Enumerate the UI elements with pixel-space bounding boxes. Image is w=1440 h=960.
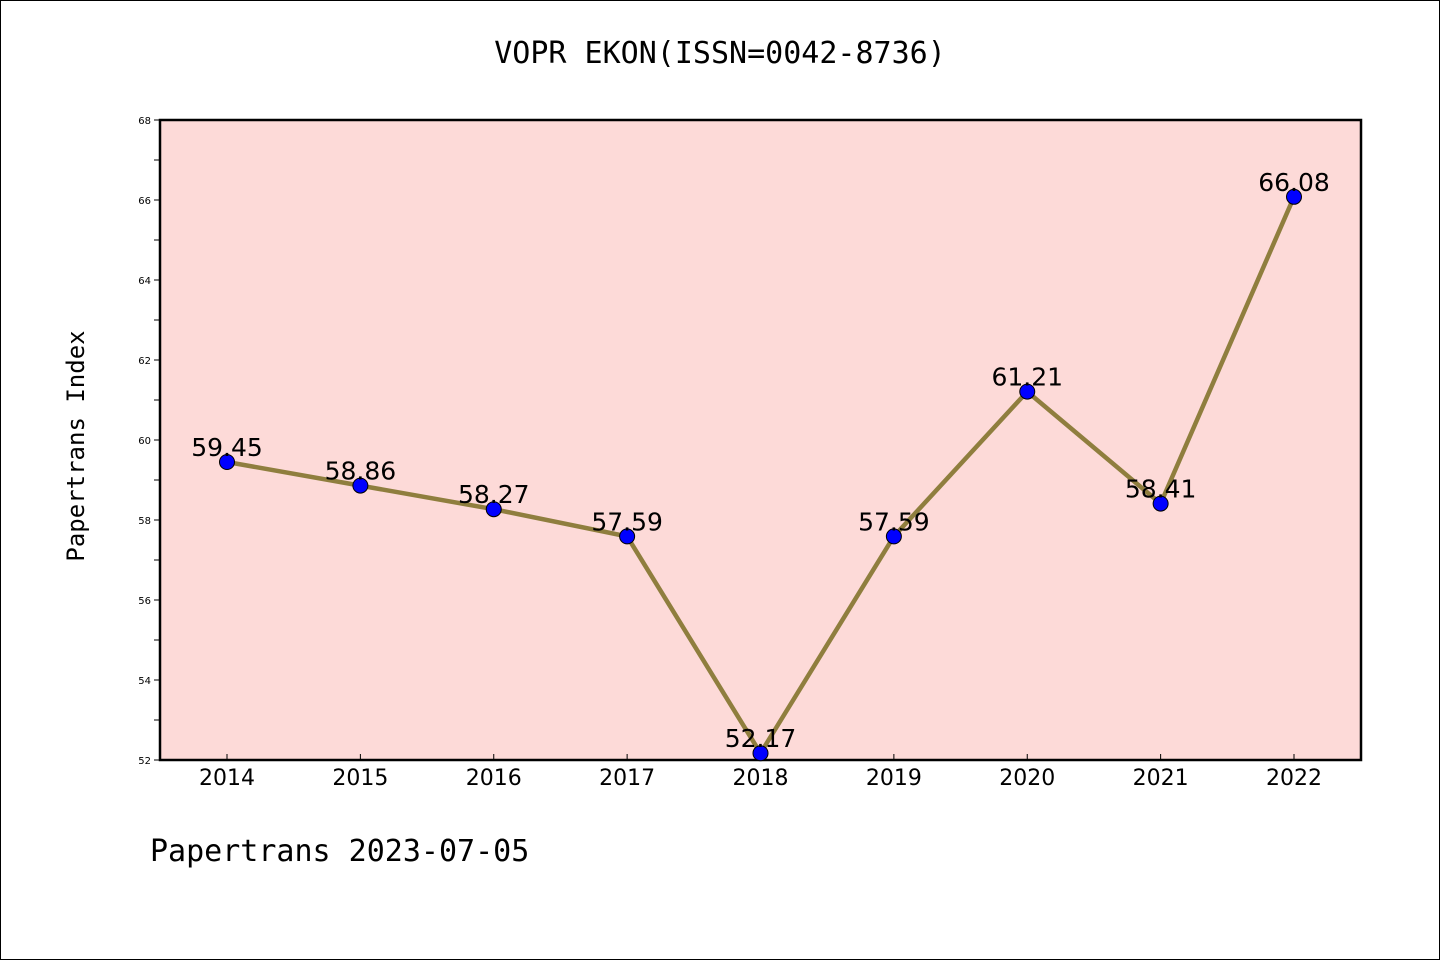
data-label: 58.86 [325,457,397,486]
y-tick-label: 68 [138,116,151,127]
data-labels: 59.45 58.86 58.27 57.59 52.17 57.59 61.21 58.41… [191,168,1330,753]
x-tick-label: 2014 [199,766,255,791]
x-tick-label: 2019 [866,766,922,791]
data-point [1019,383,1036,400]
data-label: 57.59 [858,507,930,536]
y-tick-label: 54 [138,676,151,687]
x-tick-label: 2015 [332,766,388,791]
y-tick-label: 62 [138,356,151,367]
x-tick-label: 2017 [599,766,655,791]
data-point [752,745,769,762]
data-label: 66.08 [1258,168,1330,197]
footer-text: Papertrans 2023-07-05 [150,834,530,869]
data-point [1286,188,1302,205]
x-tick-label: 2021 [1133,766,1189,791]
data-label: 59.45 [191,433,263,462]
y-tick-label: 52 [138,756,151,767]
x-axis: 2014 2015 2016 2017 2018 2019 2020 2021 2022 [199,754,1322,791]
x-tick-label: 2022 [1266,766,1322,791]
data-point [352,477,369,494]
data-points [219,188,1302,762]
y-axis: 52 54 56 58 60 62 64 66 68 [138,116,160,767]
x-tick-label: 2020 [999,766,1055,791]
data-label: 58.41 [1125,475,1197,504]
data-point [219,454,235,470]
y-tick-label: 56 [138,596,151,607]
x-tick-label: 2016 [466,766,522,791]
data-point [1152,495,1169,512]
y-tick-label: 64 [138,276,151,287]
x-tick-label: 2018 [733,766,789,791]
data-label: 58.27 [458,480,530,509]
y-tick-label: 58 [138,516,151,527]
data-point [485,501,502,518]
data-label: 57.59 [591,507,663,536]
y-tick-label: 60 [138,436,151,447]
data-label: 61.21 [991,363,1063,392]
data-point [885,528,902,545]
data-label: 52.17 [725,724,797,753]
y-tick-label: 66 [138,196,151,207]
plot-area [158,118,1363,762]
data-point [619,528,636,545]
chart-title: VOPR EKON(ISSN=0042-8736) [494,36,946,71]
